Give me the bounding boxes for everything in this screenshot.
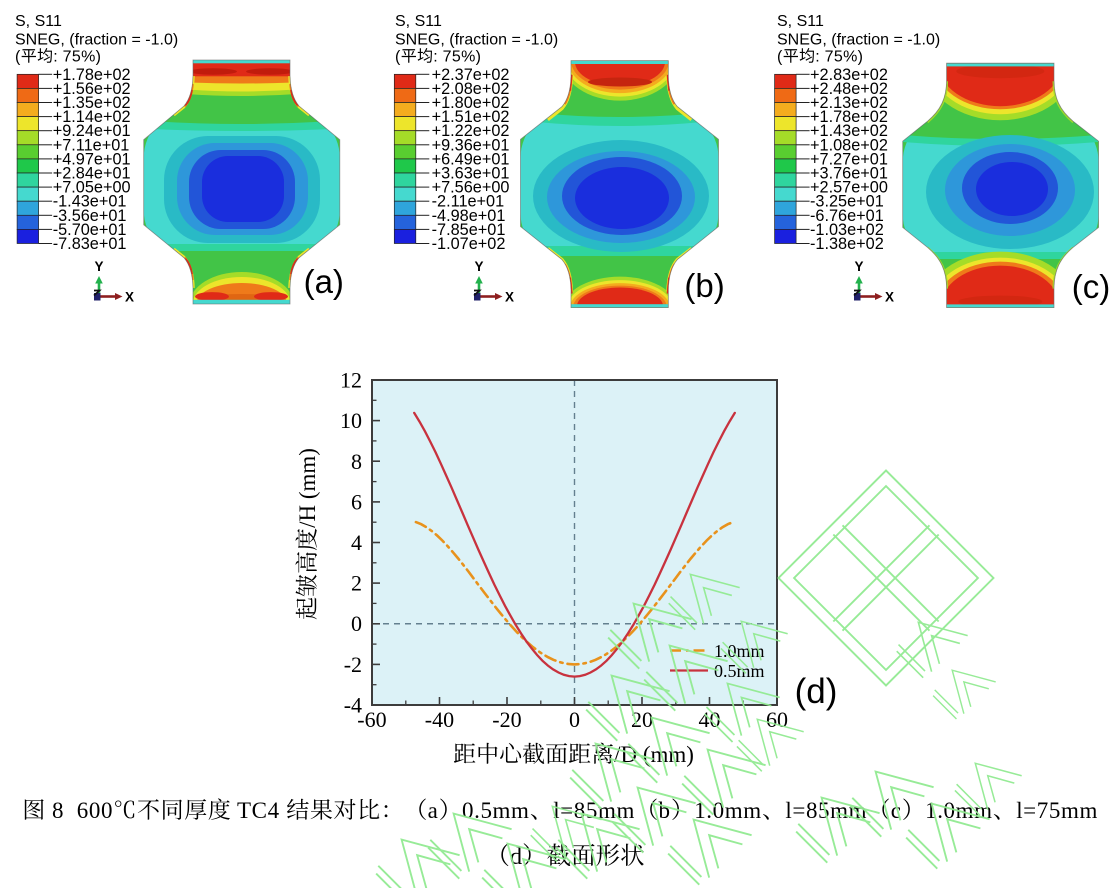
svg-text:-4: -4 bbox=[344, 693, 362, 718]
svg-text:Y: Y bbox=[95, 259, 104, 274]
svg-text:60: 60 bbox=[766, 707, 788, 732]
svg-text:+3.76e+01: +3.76e+01 bbox=[810, 165, 888, 183]
svg-text:-5.70e+01: -5.70e+01 bbox=[53, 221, 127, 239]
svg-text:(: ( bbox=[777, 49, 783, 66]
svg-text:-7.83e+01: -7.83e+01 bbox=[53, 235, 127, 253]
svg-text:+2.08e+02: +2.08e+02 bbox=[432, 80, 510, 98]
svg-text:-40: -40 bbox=[425, 707, 454, 732]
svg-text:X: X bbox=[885, 290, 894, 305]
svg-text:+3.63e+01: +3.63e+01 bbox=[432, 165, 510, 183]
svg-text:b: b bbox=[659, 798, 671, 823]
svg-text:+6.49e+01: +6.49e+01 bbox=[432, 150, 510, 168]
svg-text:-1.43e+01: -1.43e+01 bbox=[53, 193, 127, 211]
svg-text:+2.13e+02: +2.13e+02 bbox=[810, 94, 888, 112]
svg-text:+2.48e+02: +2.48e+02 bbox=[810, 80, 888, 98]
svg-text:+9.24e+01: +9.24e+01 bbox=[53, 122, 131, 140]
svg-text:10: 10 bbox=[340, 408, 362, 433]
svg-text:: 75%): : 75%) bbox=[433, 49, 481, 66]
svg-text:(b): (b) bbox=[684, 267, 724, 304]
svg-text:20: 20 bbox=[631, 707, 653, 732]
svg-text:TC4: TC4 bbox=[231, 798, 286, 823]
svg-text:+7.27e+01: +7.27e+01 bbox=[810, 150, 888, 168]
svg-text:+2.83e+02: +2.83e+02 bbox=[810, 66, 888, 84]
svg-text:12: 12 bbox=[340, 368, 362, 393]
svg-text:+2.57e+00: +2.57e+00 bbox=[810, 179, 888, 197]
svg-text:-4.98e+01: -4.98e+01 bbox=[432, 207, 506, 225]
svg-text:-20: -20 bbox=[492, 707, 521, 732]
svg-text:: 75%): : 75%) bbox=[53, 49, 101, 66]
svg-text:-2: -2 bbox=[344, 652, 362, 677]
svg-text:S, S11: S, S11 bbox=[395, 13, 442, 30]
svg-text:+1.08e+02: +1.08e+02 bbox=[810, 136, 888, 154]
svg-text:4: 4 bbox=[351, 530, 362, 555]
svg-text:-2.11e+01: -2.11e+01 bbox=[432, 193, 505, 211]
svg-text:-60: -60 bbox=[357, 707, 386, 732]
svg-text:+1.78e+02: +1.78e+02 bbox=[810, 108, 888, 126]
svg-text:+1.56e+02: +1.56e+02 bbox=[53, 80, 131, 98]
svg-text:-1.03e+02: -1.03e+02 bbox=[810, 221, 884, 239]
svg-text:/H (mm): /H (mm) bbox=[295, 448, 320, 528]
svg-text:-1.38e+02: -1.38e+02 bbox=[810, 235, 884, 253]
svg-text:+1.78e+02: +1.78e+02 bbox=[53, 66, 131, 84]
svg-text:0: 0 bbox=[351, 611, 362, 636]
svg-text:+1.22e+02: +1.22e+02 bbox=[432, 122, 510, 140]
svg-text:+9.36e+01: +9.36e+01 bbox=[432, 136, 510, 154]
svg-text:+7.05e+00: +7.05e+00 bbox=[53, 179, 131, 197]
svg-text:(d): (d) bbox=[795, 672, 838, 711]
svg-text:8: 8 bbox=[351, 449, 362, 474]
svg-text:a: a bbox=[428, 798, 439, 823]
svg-text:+1.80e+02: +1.80e+02 bbox=[432, 94, 510, 112]
svg-text:+7.11e+01: +7.11e+01 bbox=[53, 136, 130, 154]
svg-text:-1.07e+02: -1.07e+02 bbox=[432, 235, 506, 253]
svg-text:8 600: 8 600 bbox=[46, 798, 113, 823]
svg-text:SNEG, (fraction = -1.0): SNEG, (fraction = -1.0) bbox=[395, 32, 558, 49]
svg-text:X: X bbox=[125, 290, 134, 305]
svg-text:+1.43e+02: +1.43e+02 bbox=[810, 122, 888, 140]
svg-text:Y: Y bbox=[475, 259, 484, 274]
svg-text:-3.25e+01: -3.25e+01 bbox=[810, 193, 884, 211]
svg-text:X: X bbox=[505, 290, 514, 305]
svg-text:SNEG, (fraction = -1.0): SNEG, (fraction = -1.0) bbox=[15, 32, 178, 49]
svg-text:+7.56e+00: +7.56e+00 bbox=[432, 179, 510, 197]
svg-text:+2.37e+02: +2.37e+02 bbox=[432, 66, 510, 84]
svg-text:S, S11: S, S11 bbox=[15, 13, 62, 30]
svg-text:0.5mm: 0.5mm bbox=[714, 661, 765, 681]
svg-text:(: ( bbox=[395, 49, 401, 66]
svg-text:+1.35e+02: +1.35e+02 bbox=[53, 94, 131, 112]
svg-text:(c): (c) bbox=[1072, 268, 1110, 305]
svg-text:Y: Y bbox=[855, 259, 864, 274]
svg-text:c: c bbox=[891, 798, 902, 823]
svg-text:: 75%): : 75%) bbox=[815, 49, 863, 66]
svg-text:+1.14e+02: +1.14e+02 bbox=[53, 108, 131, 126]
svg-text:SNEG, (fraction = -1.0): SNEG, (fraction = -1.0) bbox=[777, 32, 940, 49]
svg-text:+2.84e+01: +2.84e+01 bbox=[53, 165, 131, 183]
svg-text:0: 0 bbox=[569, 707, 580, 732]
svg-text:6: 6 bbox=[351, 489, 362, 514]
svg-text:-3.56e+01: -3.56e+01 bbox=[53, 207, 127, 225]
svg-text:S, S11: S, S11 bbox=[777, 13, 824, 30]
svg-text:+1.51e+02: +1.51e+02 bbox=[432, 108, 510, 126]
svg-text:(a): (a) bbox=[304, 263, 344, 300]
svg-text:-7.85e+01: -7.85e+01 bbox=[432, 221, 506, 239]
svg-text:1.0mm: 1.0mm bbox=[694, 798, 762, 823]
svg-text:-6.76e+01: -6.76e+01 bbox=[810, 207, 884, 225]
svg-text:l=75mm: l=75mm bbox=[1016, 798, 1098, 823]
svg-text:+4.97e+01: +4.97e+01 bbox=[53, 150, 131, 168]
svg-text:(: ( bbox=[15, 49, 21, 66]
svg-text:2: 2 bbox=[351, 571, 362, 596]
